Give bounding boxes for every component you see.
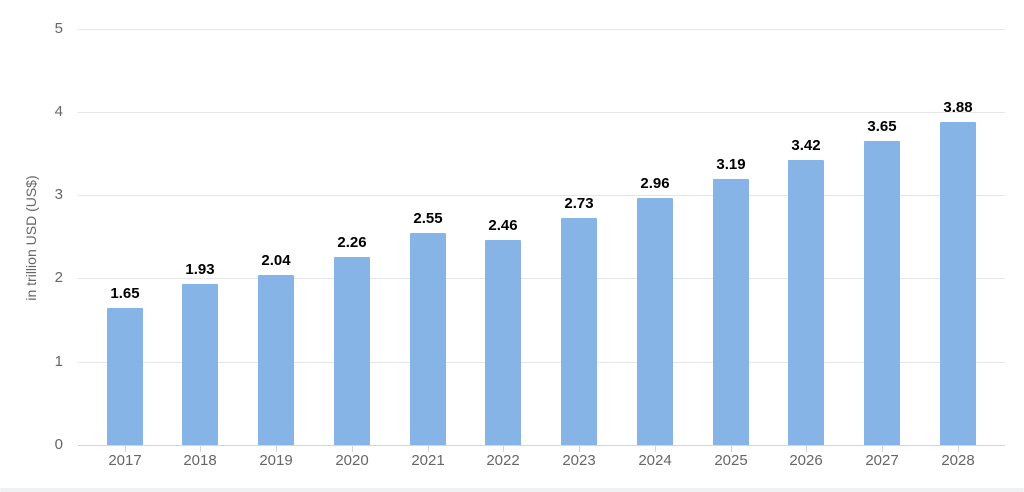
bar-value-label: 2.26 [337,234,367,251]
bottom-divider [0,488,1024,492]
bar-value-label: 2.46 [488,217,518,234]
x-axis-label: 2027 [865,452,899,469]
x-axis-label: 2021 [411,452,445,469]
bar-value-label: 3.88 [943,99,973,116]
bar-value-label: 2.96 [640,175,670,192]
bar-value-label: 3.42 [791,137,821,154]
x-axis-label: 2028 [941,452,975,469]
bar-value-label: 2.04 [261,252,291,269]
x-axis-tick [731,446,732,452]
x-axis-tick [958,446,959,452]
gridline [78,195,1005,196]
x-axis-label: 2022 [486,452,520,469]
x-axis-label: 2020 [335,452,369,469]
gridline [78,278,1005,279]
x-axis-label: 2019 [259,452,293,469]
gridline [78,29,1005,30]
gridline [78,362,1005,363]
bar[interactable] [561,218,597,445]
x-axis-tick [503,446,504,452]
gridline [78,112,1005,113]
bar-value-label: 3.19 [716,156,746,173]
bar[interactable] [182,284,218,445]
bar[interactable] [713,179,749,445]
y-axis-tick-label: 5 [54,20,63,37]
x-axis-tick [428,446,429,452]
y-axis-tick-label: 2 [54,269,63,286]
bar[interactable] [258,275,294,445]
x-axis-tick [882,446,883,452]
x-axis-tick [352,446,353,452]
bar[interactable] [334,257,370,445]
x-axis-label: 2018 [183,452,217,469]
x-axis-tick [655,446,656,452]
bar[interactable] [410,233,446,445]
bar-value-label: 1.93 [185,261,215,278]
y-axis-tick-label: 1 [54,353,63,370]
x-axis-label: 2024 [638,452,672,469]
bar[interactable] [864,141,900,445]
bar-value-label: 1.65 [110,285,140,302]
bar-value-label: 2.73 [564,195,594,212]
x-axis-tick [579,446,580,452]
x-axis-label: 2026 [789,452,823,469]
x-axis-line [78,445,1005,446]
bar[interactable] [940,122,976,445]
bar-value-label: 2.55 [413,210,443,227]
x-axis-label: 2025 [714,452,748,469]
x-axis-tick [806,446,807,452]
bar[interactable] [637,198,673,445]
y-axis-tick-label: 4 [54,103,63,120]
bar[interactable] [485,240,521,445]
x-axis-tick [125,446,126,452]
x-axis-tick [200,446,201,452]
bar[interactable] [788,160,824,445]
bar-value-label: 3.65 [867,118,897,135]
x-axis-label: 2017 [108,452,142,469]
x-axis-label: 2023 [562,452,596,469]
y-axis-tick-label: 3 [54,186,63,203]
x-axis-tick [276,446,277,452]
bar[interactable] [107,308,143,445]
y-axis-tick-label: 0 [54,436,63,453]
